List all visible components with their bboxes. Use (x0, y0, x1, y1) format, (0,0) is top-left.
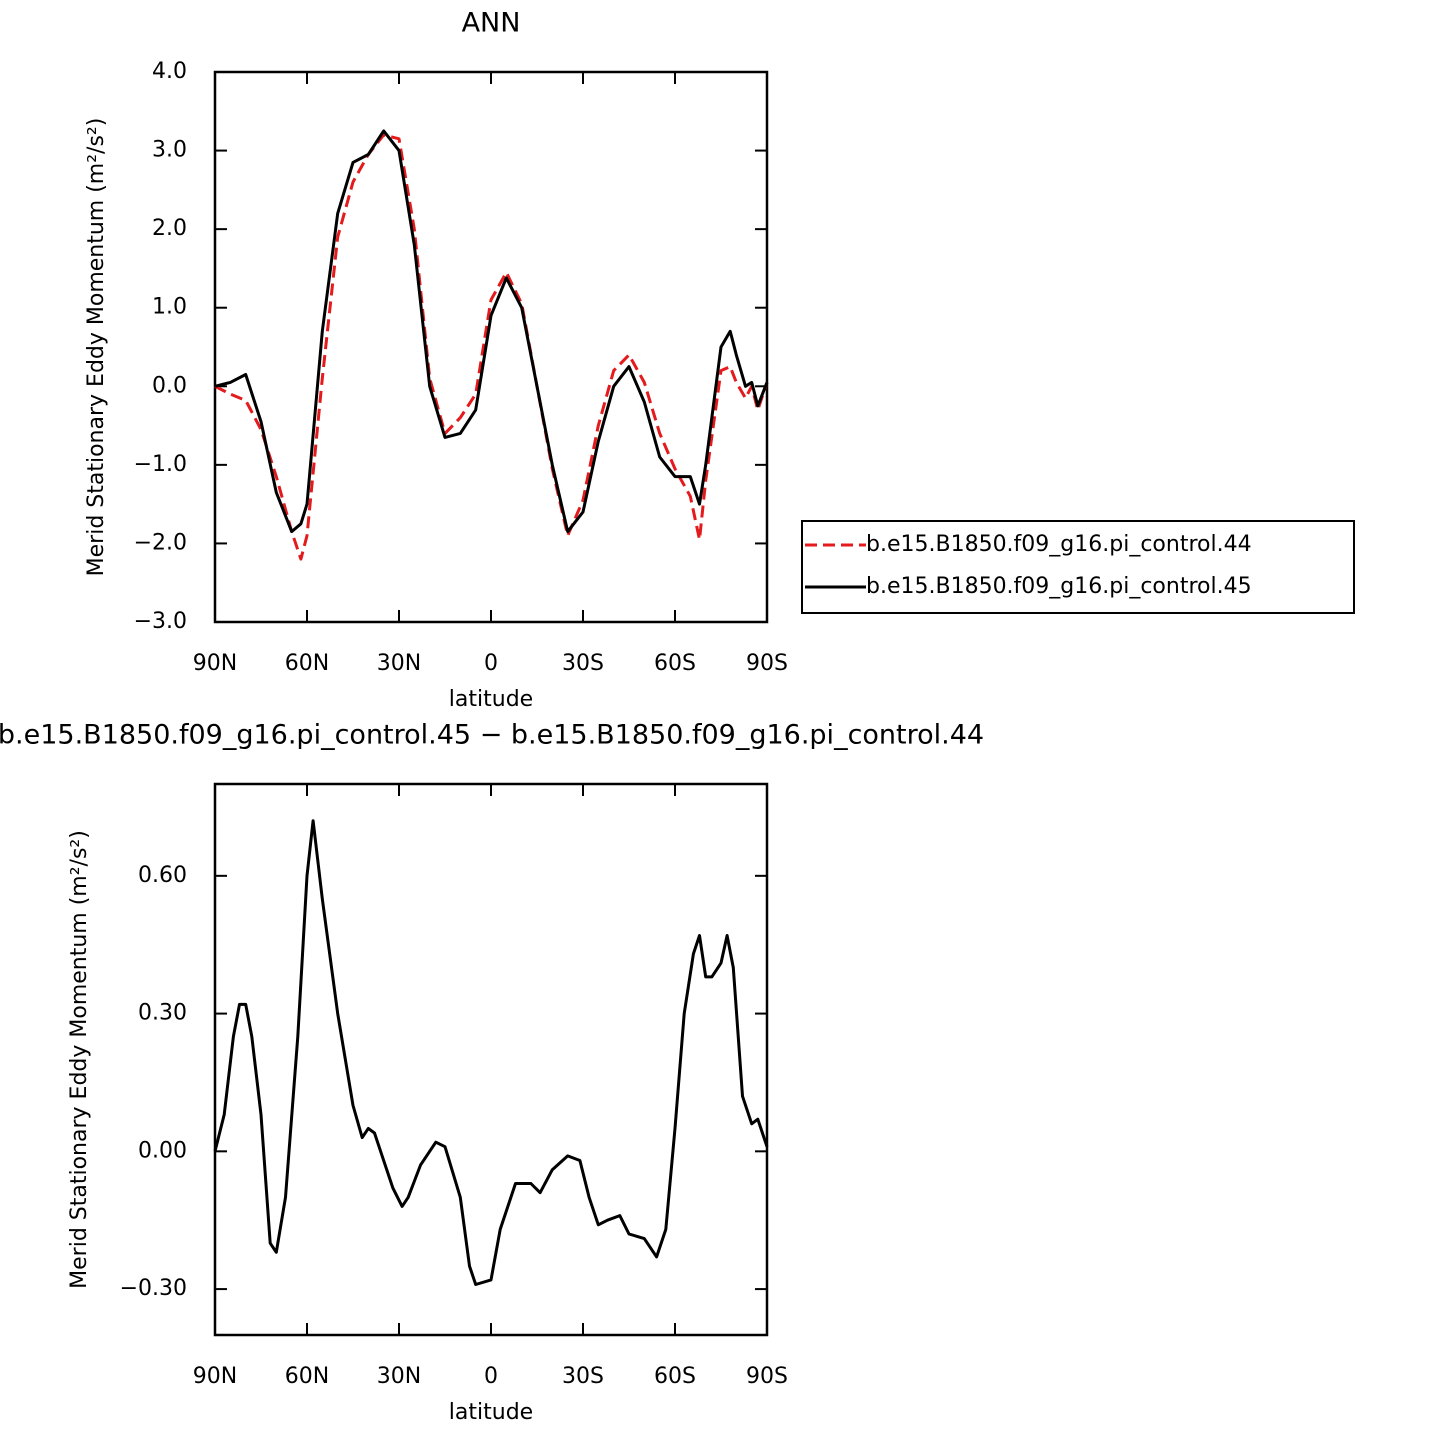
y-tick-label: 0.00 (138, 1138, 187, 1163)
y-axis-label: Merid Stationary Eddy Momentum (m²/s²) (84, 118, 109, 577)
chart-title: ANN (462, 8, 521, 39)
x-tick-label: 60S (654, 1364, 696, 1389)
x-tick-label: 60N (285, 1364, 329, 1389)
y-tick-label: 2.0 (152, 216, 187, 241)
legend-label: b.e15.B1850.f09_g16.pi_control.44 (866, 532, 1252, 557)
x-tick-label: 60N (285, 651, 329, 676)
plot-frame (213, 782, 769, 1337)
x-tick-label: 90S (746, 1364, 788, 1389)
x-tick-label: 30S (562, 1364, 604, 1389)
y-tick-label: 0.60 (138, 863, 187, 888)
x-tick-label: 0 (484, 651, 498, 676)
plot-frame (213, 70, 769, 624)
y-tick-label: 1.0 (152, 295, 187, 320)
x-tick-label: 30N (377, 1364, 421, 1389)
x-tick-label: 90N (193, 1364, 237, 1389)
x-tick-label: 60S (654, 651, 696, 676)
y-tick-label: −2.0 (134, 530, 187, 555)
x-axis-label: latitude (449, 1400, 533, 1425)
x-tick-label: 90N (193, 651, 237, 676)
x-tick-label: 30S (562, 651, 604, 676)
x-tick-label: 90S (746, 651, 788, 676)
y-tick-label: 4.0 (152, 59, 187, 84)
y-axis-label: Merid Stationary Eddy Momentum (m²/s²) (67, 830, 92, 1289)
chart-title: b.e15.B1850.f09_g16.pi_control.45 − b.e1… (0, 720, 984, 751)
legend-label: b.e15.B1850.f09_g16.pi_control.45 (866, 574, 1252, 599)
x-tick-label: 30N (377, 651, 421, 676)
x-tick-label: 0 (484, 1364, 498, 1389)
y-tick-label: −1.0 (134, 452, 187, 477)
legend-box (801, 520, 1355, 614)
y-tick-label: 0.0 (152, 373, 187, 398)
y-tick-label: −0.30 (120, 1276, 187, 1301)
y-tick-label: 0.30 (138, 1001, 187, 1026)
x-axis-label: latitude (449, 687, 533, 712)
y-tick-label: 3.0 (152, 138, 187, 163)
data-line (214, 133, 769, 561)
y-tick-label: −3.0 (134, 609, 187, 634)
data-line (214, 129, 769, 534)
data-line (213, 819, 769, 1286)
